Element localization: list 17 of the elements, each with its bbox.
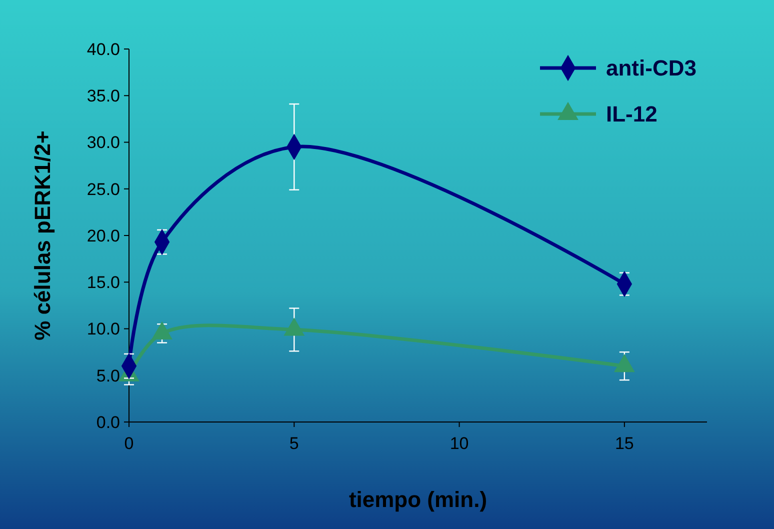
y-tick-label: 0.0 <box>96 412 120 432</box>
y-tick-label: 30.0 <box>86 133 120 152</box>
y-tick-label: 5.0 <box>96 366 120 386</box>
legend-label: anti-CD3 <box>606 56 696 81</box>
y-axis-title: % células pERK1/2+ <box>30 130 55 340</box>
y-tick-label: 40.0 <box>86 40 120 59</box>
x-tick-label: 15 <box>614 434 634 453</box>
y-tick-label: 20.0 <box>86 226 120 246</box>
y-tick-label: 10.0 <box>86 320 120 339</box>
y-tick-label: 15.0 <box>86 273 120 292</box>
x-tick-label: 10 <box>450 434 469 453</box>
y-tick-label: 35.0 <box>86 86 120 106</box>
x-tick-label: 0 <box>124 434 134 453</box>
x-axis-title: tiempo (min.) <box>348 487 488 512</box>
x-tick-label: 5 <box>289 434 299 453</box>
legend-label: IL-12 <box>606 102 658 127</box>
y-tick-label: 25.0 <box>86 180 120 199</box>
